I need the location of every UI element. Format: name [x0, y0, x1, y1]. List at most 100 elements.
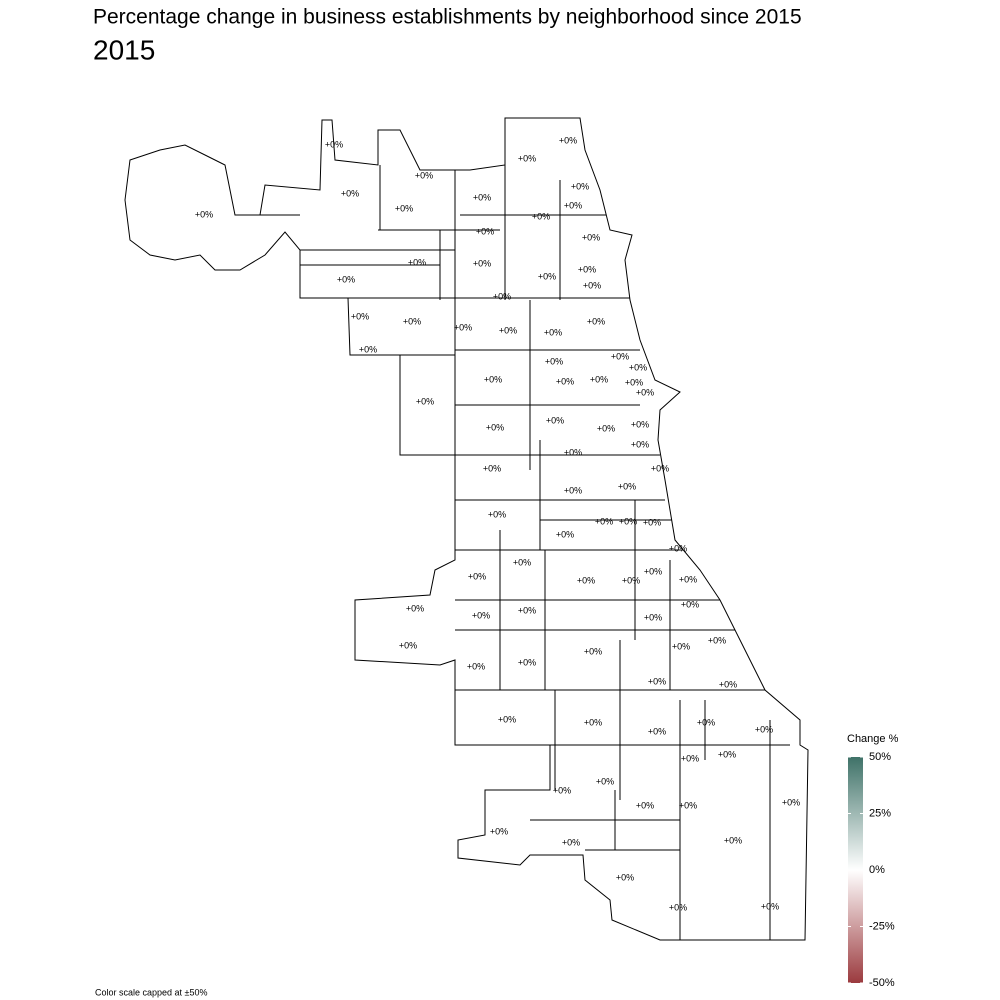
region-fill [551, 829, 591, 857]
region-fill [708, 671, 748, 699]
region-fill [461, 602, 501, 630]
region-fill [475, 414, 515, 442]
region-label: +0% [643, 517, 661, 527]
region-label: +0% [587, 316, 605, 326]
region-label: +0% [564, 485, 582, 495]
region-label: +0% [546, 415, 564, 425]
region-label: +0% [406, 603, 424, 613]
region-label: +0% [697, 717, 715, 727]
region-label: +0% [395, 203, 413, 213]
region-fill [707, 741, 747, 769]
region-label: +0% [518, 605, 536, 615]
region-label: +0% [518, 153, 536, 163]
region-fill [658, 894, 698, 922]
region-label: +0% [399, 640, 417, 650]
region-label: +0% [337, 274, 355, 284]
region-label: +0% [472, 610, 490, 620]
region-fill [457, 563, 497, 591]
region-fill [384, 195, 424, 223]
region-label: +0% [518, 657, 536, 667]
region-label: +0% [595, 516, 613, 526]
region-label: +0% [669, 902, 687, 912]
region-fill [473, 366, 513, 394]
region-fill [573, 709, 613, 737]
region-label: +0% [644, 612, 662, 622]
region-label: +0% [622, 575, 640, 585]
region-label: +0% [719, 679, 737, 689]
region-fill [571, 224, 611, 252]
region-label: +0% [611, 351, 629, 361]
legend-title: Change % [847, 733, 899, 745]
region-label: +0% [578, 264, 596, 274]
region-label: +0% [195, 209, 213, 219]
region-label: +0% [415, 170, 433, 180]
region-fill [620, 431, 660, 459]
region-label: +0% [755, 724, 773, 734]
region-label: +0% [486, 422, 504, 432]
region-fill [405, 388, 445, 416]
region-fill [477, 501, 517, 529]
region-label: +0% [644, 566, 662, 576]
region-fill [462, 184, 502, 212]
region-label: +0% [782, 797, 800, 807]
region-label: +0% [562, 837, 580, 847]
region-fill [633, 604, 673, 632]
region-fill [633, 558, 673, 586]
region-label: +0% [513, 557, 531, 567]
region-label: +0% [545, 356, 563, 366]
region-label: +0% [631, 419, 649, 429]
region-fill [326, 266, 366, 294]
region-label: +0% [619, 516, 637, 526]
region-label: +0% [556, 376, 574, 386]
region-label: +0% [473, 258, 491, 268]
region-label: +0% [679, 800, 697, 810]
region-fill [661, 633, 701, 661]
region-label: +0% [556, 529, 574, 539]
region-label: +0% [596, 776, 614, 786]
region-label: +0% [467, 661, 485, 671]
region-label: +0% [498, 714, 516, 724]
region-label: +0% [577, 575, 595, 585]
region-label: +0% [544, 327, 562, 337]
region-label: +0% [351, 311, 369, 321]
region-fill [576, 308, 616, 336]
region-fill [548, 127, 588, 155]
region-label: +0% [681, 599, 699, 609]
region-fill [585, 768, 625, 796]
region-label: +0% [648, 676, 666, 686]
region-label: +0% [493, 291, 511, 301]
region-label: +0% [484, 374, 502, 384]
region-boundaries [235, 160, 790, 940]
region-label: +0% [532, 211, 550, 221]
region-label: +0% [559, 135, 577, 145]
region-label: +0% [584, 717, 602, 727]
region-label: +0% [669, 543, 687, 553]
region-fill [697, 627, 737, 655]
title: Percentage change in business establishm… [93, 6, 802, 29]
region-label: +0% [651, 463, 669, 473]
region-label: +0% [584, 646, 602, 656]
region-fill [579, 366, 619, 394]
legend-tick-label: 50% [869, 751, 891, 763]
region-fill [686, 709, 726, 737]
region-fill [479, 818, 519, 846]
region-label: +0% [571, 181, 589, 191]
region-label: +0% [325, 139, 343, 149]
region-label: +0% [636, 800, 654, 810]
region-label: +0% [590, 374, 608, 384]
region-fill [545, 368, 585, 396]
region-fill [184, 201, 224, 229]
region-fill [607, 473, 647, 501]
caption: Color scale capped at ±50% [95, 987, 208, 997]
region-label: +0% [564, 447, 582, 457]
region-label: +0% [582, 232, 600, 242]
region-label: +0% [408, 257, 426, 267]
region-fill [744, 716, 784, 744]
region-fill [397, 249, 437, 277]
region-fill [533, 319, 573, 347]
region-label: +0% [679, 574, 697, 584]
region-label: +0% [341, 188, 359, 198]
region-fill [637, 718, 677, 746]
region-label: +0% [629, 362, 647, 372]
region-fill [521, 203, 561, 231]
